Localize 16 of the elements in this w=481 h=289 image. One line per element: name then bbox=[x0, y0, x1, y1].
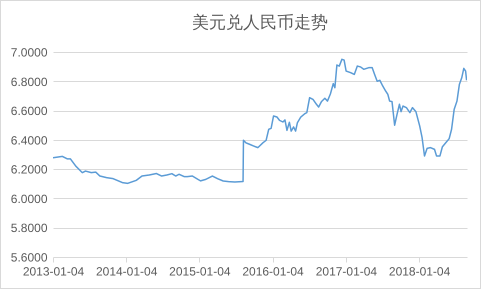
x-tick-label: 2016-01-04 bbox=[242, 264, 304, 278]
y-tick-label: 6.2000 bbox=[10, 162, 48, 177]
x-tick-label: 2013-01-04 bbox=[22, 264, 85, 278]
x-tick-label: 2015-01-04 bbox=[169, 264, 231, 278]
x-tick-label: 2017-01-04 bbox=[316, 264, 378, 278]
y-tick-label: 6.6000 bbox=[10, 104, 48, 118]
x-tick-label: 2014-01-04 bbox=[96, 264, 158, 278]
chart-title: 美元兑人民币走势 bbox=[192, 13, 328, 32]
x-tick-label: 2018-01-04 bbox=[388, 264, 451, 278]
y-tick-label: 6.8000 bbox=[10, 74, 48, 89]
y-tick-label: 6.4000 bbox=[10, 133, 48, 148]
y-tick-label: 6.0000 bbox=[10, 192, 48, 206]
y-tick-label: 5.8000 bbox=[10, 221, 48, 236]
y-tick-label: 7.0000 bbox=[10, 46, 48, 60]
y-tick-label: 5.6000 bbox=[10, 250, 48, 264]
line-series bbox=[53, 58, 467, 184]
